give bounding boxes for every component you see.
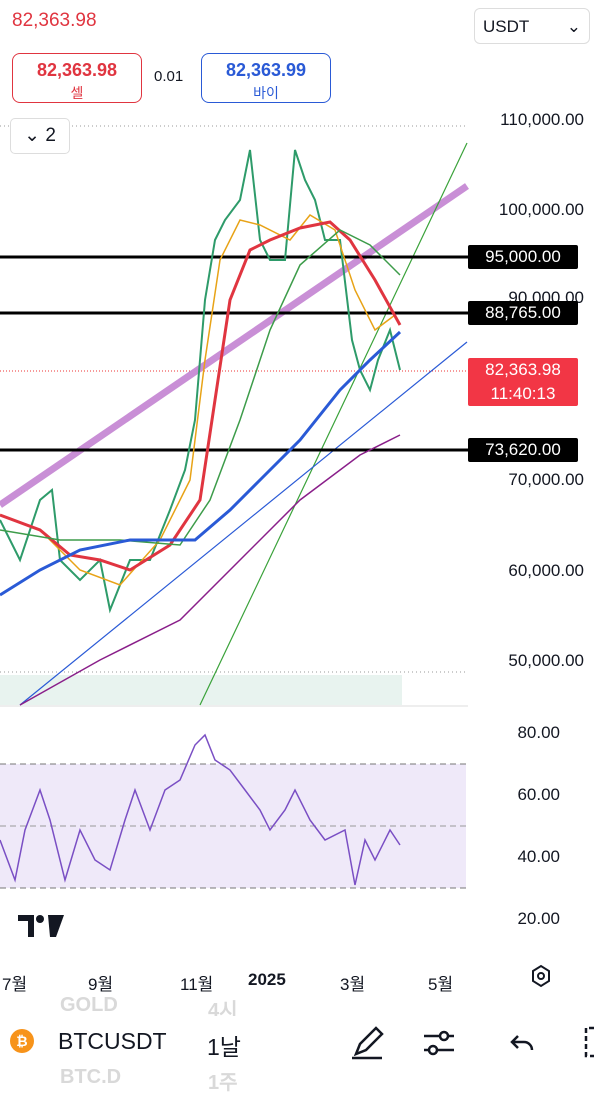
price-level-tag: 95,000.00 [468,245,578,269]
fullscreen-icon[interactable] [584,1026,594,1058]
rsi-tick-label: 60.00 [517,785,560,804]
rsi-tick-label: 80.00 [517,723,560,742]
svg-text:₿: ₿ [16,1033,27,1049]
currency: USDT [483,17,530,36]
trend-channel [0,183,469,508]
time-tick-label: 9월 [88,975,114,994]
moving-average [0,214,396,586]
watchlist-hint: GOLD [60,994,118,1016]
undo-icon[interactable] [510,1035,534,1051]
coin-icon: ₿ [10,1029,34,1053]
interval[interactable]: 1날 [207,1034,241,1060]
time-tick-label: 3월 [340,975,366,994]
moving-average [0,330,402,597]
moving-average [0,229,401,546]
rsi-tick-label: 20.00 [517,909,560,928]
buy-button[interactable]: 82,363.99 바이 [201,53,331,103]
toolbar-icons [352,1026,594,1060]
spread: 0.01 [154,68,184,85]
rsi-line [0,733,401,886]
time-tick-label: 2025 [248,970,286,989]
indicator-toggle[interactable]: ⌄ 2 [10,118,70,154]
slider-knob [438,1030,450,1042]
price-level-tag: 73,620.00 [468,438,578,462]
current-price: 82,363.98 [485,360,561,379]
tradingview-logo [18,915,64,937]
sell-button[interactable]: 82,363.98 셀 [12,53,142,103]
time-tick-label: 7월 [2,975,28,994]
watchlist-hint: 1주 [208,1072,238,1094]
price-tick-label: 110,000.00 [500,110,584,129]
slider-knob [427,1044,439,1056]
volume-area [0,675,402,705]
sell-price: 82,363.98 [36,60,118,80]
symbol[interactable]: BTCUSDT [58,1028,167,1054]
sell-label: 셀 [70,85,84,101]
moving-average [0,220,402,572]
trend-line [19,341,468,706]
settings-icon [537,972,545,980]
price-level-tag: 88,765.00 [468,301,578,325]
chart-canvas [0,125,550,988]
bottom-toolbar: ₿ BTCUSDT 1날 [0,1016,598,1066]
price-tick-label: 50,000.00 [508,651,584,670]
moving-average [19,434,401,706]
current-price-tag: 82,363.98 11:40:13 [468,358,578,406]
countdown: 11:40:13 [490,384,556,403]
buy-price: 82,363.99 [225,60,307,80]
time-tick-label: 5월 [428,975,454,994]
price-tick-label: 60,000.00 [508,561,584,580]
buy-label: 바이 [253,85,279,101]
settings-icon[interactable] [532,964,550,988]
watchlist-hint: BTC.D [60,1066,122,1088]
last-price: 82,363.98 [12,10,97,31]
draw-icon[interactable] [352,1026,384,1060]
time-tick-label: 11월 [180,975,214,994]
price-series [0,149,401,614]
rsi-tick-label: 40.00 [517,847,560,866]
price-tick-label: 70,000.00 [508,470,584,489]
dropdown-arrow: ⌄ [566,17,581,36]
trend-line [199,142,468,706]
currency-select[interactable]: USDT ⌄ [474,8,590,44]
price-tick-label: 100,000.00 [498,200,584,219]
indicator-count: 2 [45,125,56,146]
